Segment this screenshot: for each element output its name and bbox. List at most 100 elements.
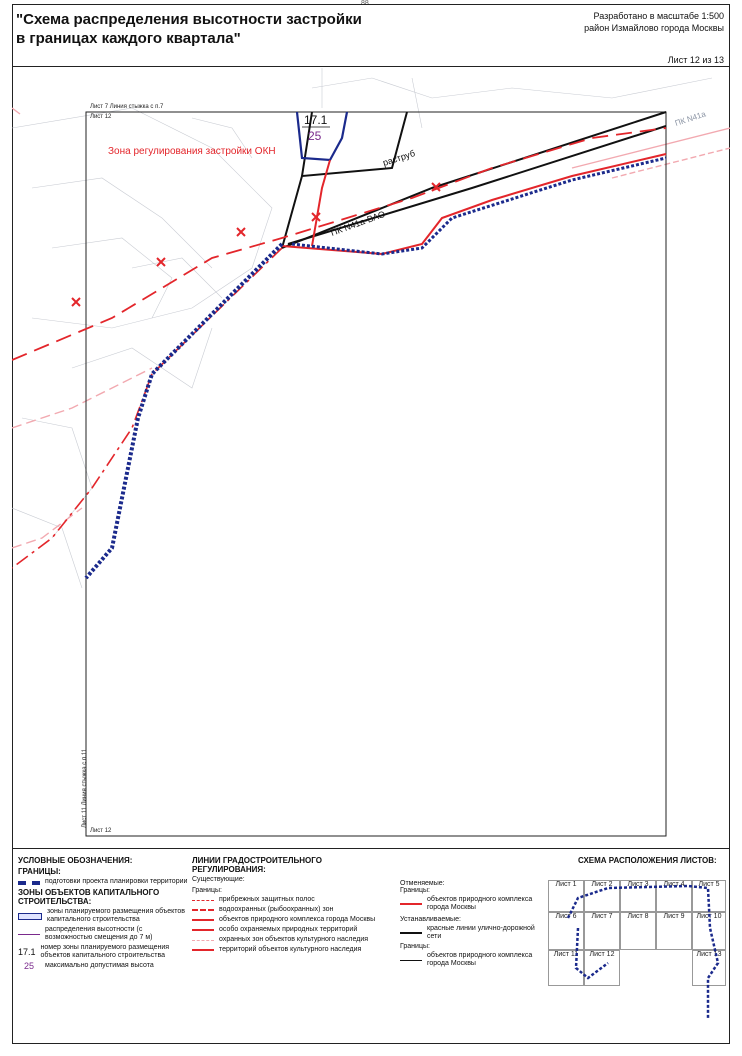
- natural-complex-line: [281, 153, 667, 256]
- natural-complex-swatch: [192, 919, 214, 921]
- legend-protected-natural: особо охраняемых природных территорий: [192, 926, 392, 934]
- cultural-territories-text: территорий объектов культурного наследия: [219, 946, 362, 953]
- legend-red-lines: красные линии улично-дорожной сети: [400, 925, 550, 941]
- borders-subtitle: Границы:: [192, 887, 222, 894]
- legend-title: УСЛОВНЫЕ ОБОЗНАЧЕНИЯ:: [18, 856, 133, 865]
- legend-natural-complex: объектов природного комплекса города Мос…: [192, 916, 392, 924]
- sheet-cell-9: Лист 9: [656, 912, 692, 950]
- legend-column-2: ЛИНИИ ГРАДОСТРОИТЕЛЬНОГО РЕГУЛИРОВАНИЯ: …: [192, 856, 392, 956]
- project-border-text: подготовки проекта планировки территории: [45, 878, 188, 885]
- borders-title: ГРАНИЦЫ:: [18, 867, 61, 876]
- legend-cultural-zones: охранных зон объектов культурного наслед…: [192, 936, 392, 944]
- sheet-number: Лист 12 из 13: [667, 55, 724, 65]
- title-line-1: "Схема распределения высотности застройк…: [16, 11, 362, 28]
- protected-natural-text: особо охраняемых природных территорий: [219, 926, 358, 933]
- raspub-label: раструб: [382, 148, 417, 168]
- legend-zone-number: 17.1 номер зоны планируемого размещения …: [18, 944, 188, 960]
- sheet-frame: [12, 4, 730, 1044]
- sheet-layout-scheme: Лист 1 Лист 2 Лист 3 Лист 4 Лист 5 Лист …: [548, 868, 728, 1028]
- zone-markers: [71, 182, 441, 307]
- scale-info: Разработано в масштабе 1:500 район Измай…: [504, 10, 724, 34]
- water-protection-text: водоохранных (рыбоохранных) зон: [219, 906, 334, 913]
- project-border-swatch: [18, 881, 40, 885]
- zones-placement-text: зоны планируемого размещения объектов ка…: [47, 908, 186, 923]
- cultural-zones-text: охранных зон объектов культурного наслед…: [219, 936, 369, 943]
- established-natural-text: объектов природного комплекса города Мос…: [427, 952, 533, 967]
- sheet-cell-7: Лист 7: [584, 912, 620, 950]
- legend-coastal-strips: прибрежных защитных полос: [192, 896, 392, 904]
- legend: УСЛОВНЫЕ ОБОЗНАЧЕНИЯ: ГРАНИЦЫ: подготовк…: [12, 850, 730, 1044]
- map-canvas: Лист 7 Линия стыжка с п.7 Лист 12 Лист 1…: [12, 68, 730, 837]
- sheet-cell-11: Лист 11: [548, 950, 584, 986]
- page-title: "Схема распределения высотности застройк…: [16, 10, 376, 48]
- road-raspub: [281, 111, 667, 249]
- sheet-cell-6: Лист 6: [548, 912, 584, 950]
- page-number: 88: [361, 0, 369, 7]
- header-divider: [12, 66, 730, 67]
- regulation-title: ЛИНИИ ГРАДОСТРОИТЕЛЬНОГО РЕГУЛИРОВАНИЯ:: [192, 856, 322, 874]
- protected-natural-swatch: [192, 929, 214, 931]
- legend-column-3: Отменяемые: Границы: объектов природного…: [400, 880, 550, 970]
- existing-title: Существующие:: [192, 876, 245, 883]
- title-line-2: в границах каждого квартала": [16, 30, 241, 47]
- sheet-scheme-boundary: [566, 884, 720, 1018]
- legend-divider: [12, 848, 730, 849]
- red-lines-text: красные линии улично-дорожной сети: [427, 925, 535, 940]
- cancelled-borders: Границы:: [400, 887, 430, 894]
- sheet-scheme-title-box: СХЕМА РАСПОЛОЖЕНИЯ ЛИСТОВ:: [578, 856, 728, 867]
- water-protection-swatch: [192, 909, 214, 911]
- legend-height: 25 максимально допустимая высота: [18, 961, 188, 971]
- sheet-cell-8: Лист 8: [620, 912, 656, 950]
- cancelled-natural-text: объектов природного комплекса города Мос…: [427, 896, 533, 911]
- cultural-zones-swatch: [192, 939, 214, 941]
- sheet-cell-3: Лист 3: [620, 880, 656, 912]
- map-subframe: [85, 111, 667, 837]
- cancelled-natural-swatch: [400, 903, 422, 905]
- legend-project-border: подготовки проекта планировки территории: [18, 878, 188, 886]
- legend-cancelled-natural: объектов природного комплекса города Мос…: [400, 896, 550, 912]
- water-protection-line: [12, 127, 667, 361]
- pink-zone-lines: [12, 107, 730, 549]
- sheet-scheme-title: СХЕМА РАСПОЛОЖЕНИЯ ЛИСТОВ:: [578, 856, 717, 865]
- label-sheet11-link: Лист 11 Линия стыжка с п.11: [82, 748, 88, 828]
- sheet-cell-2: Лист 2: [584, 880, 620, 912]
- zone-regulation-label: Зона регулирования застройки ОКН: [108, 146, 276, 157]
- zone-number-label: 17.1: [304, 113, 328, 127]
- label-sheet12-top: Лист 12: [90, 114, 112, 120]
- legend-cultural-territories: территорий объектов культурного наследия: [192, 946, 392, 954]
- legend-established-natural: объектов природного комплекса города Мос…: [400, 952, 550, 968]
- sheet-cell-4: Лист 4: [656, 880, 692, 912]
- natural-complex-text: объектов природного комплекса города Мос…: [219, 916, 376, 923]
- red-lines-swatch: [400, 932, 422, 934]
- cultural-zone-line: [12, 247, 283, 569]
- cancelled-title: Отменяемые:: [400, 880, 445, 887]
- height-sample: 25: [23, 961, 34, 971]
- legend-height-distribution: распределения высотности (с возможностью…: [18, 926, 188, 942]
- label-sheet7-link: Лист 7 Линия стыжка с п.7: [90, 104, 164, 110]
- coastal-strips-text: прибрежных защитных полос: [219, 896, 315, 903]
- zones-title: ЗОНЫ ОБЪЕКТОВ КАПИТАЛЬНОГО СТРОИТЕЛЬСТВА…: [18, 888, 160, 906]
- label-sheet12-bottom: Лист 12: [90, 828, 112, 834]
- zones-placement-swatch: [18, 912, 42, 920]
- zone-number-text: номер зоны планируемого размещения объек…: [40, 944, 170, 959]
- sheet-cell-12: Лист 12: [584, 950, 620, 986]
- project-boundary: [84, 242, 284, 580]
- zone-height-label: 25: [308, 129, 322, 143]
- cultural-territories-swatch: [192, 949, 214, 951]
- pk-label: ПК N41а-ВАО: [329, 209, 386, 238]
- scale-line-1: Разработано в масштабе 1:500: [593, 11, 724, 21]
- established-natural-swatch: [400, 959, 422, 961]
- pk-label-right: ПК N41а: [674, 109, 708, 128]
- established-title: Устанавливаемые:: [400, 916, 461, 923]
- map-area: Лист 7 Линия стыжка с п.7 Лист 12 Лист 1…: [12, 68, 730, 848]
- project-boundary-east: [291, 156, 667, 256]
- height-distribution-swatch: [18, 933, 40, 935]
- legend-column-1: УСЛОВНЫЕ ОБОЗНАЧЕНИЯ: ГРАНИЦЫ: подготовк…: [18, 856, 188, 972]
- established-borders: Границы:: [400, 943, 430, 950]
- legend-water-protection: водоохранных (рыбоохранных) зон: [192, 906, 392, 914]
- sheet-cell-1: Лист 1: [548, 880, 584, 912]
- coastal-strips-swatch: [192, 899, 214, 901]
- height-distribution-text: распределения высотности (с возможностью…: [45, 926, 153, 941]
- zone-number-sample: 17.1: [18, 947, 36, 957]
- natural-complex-line-2: [311, 159, 331, 247]
